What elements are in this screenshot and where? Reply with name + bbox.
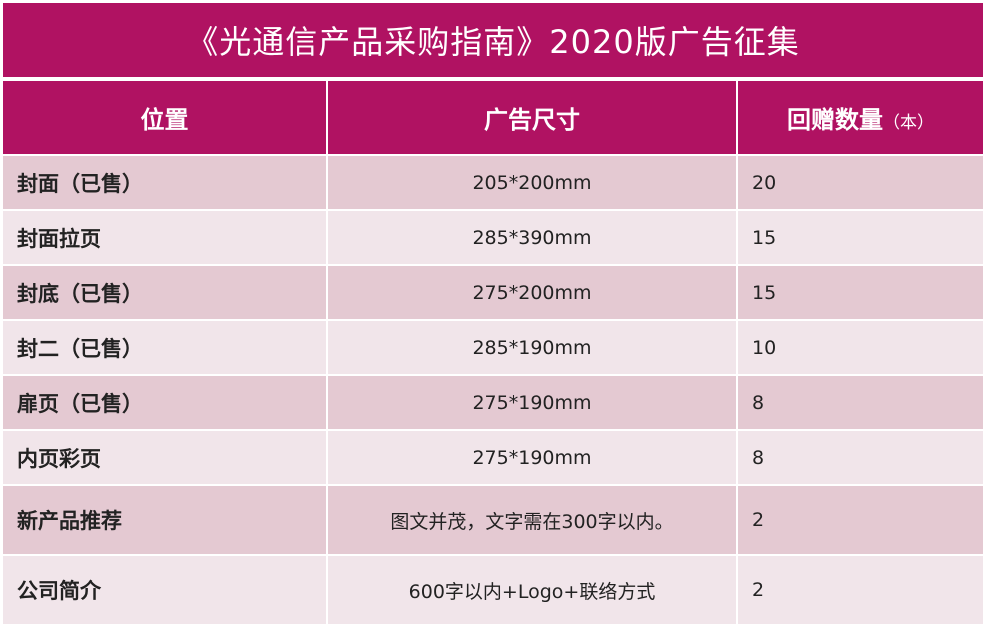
size-cell: 275*190mm [327,375,738,431]
size-cell: 275*200mm [327,265,738,321]
table-row: 扉页（已售） 275*190mm 8 [3,375,983,431]
position-cell: 封面（已售） [3,155,328,211]
table-row: 封底（已售） 275*200mm 15 [3,265,983,321]
size-cell: 图文并茂，文字需在300字以内。 [327,485,738,556]
table-row: 内页彩页 275*190mm 8 [3,430,983,486]
column-header-quantity: 回赠数量（本） [737,81,983,156]
position-cell: 扉页（已售） [3,375,328,431]
table-row: 封面拉页 285*390mm 15 [3,210,983,266]
column-header-quantity-label: 回赠数量 [787,106,883,134]
table-row: 新产品推荐 图文并茂，文字需在300字以内。 2 [3,485,983,556]
position-cell: 封底（已售） [3,265,328,321]
ad-pricing-table: 位置 广告尺寸 回赠数量（本） 封面（已售） 205*200mm 20 封面拉页… [3,81,983,626]
quantity-cell: 10 [737,320,983,376]
quantity-cell: 20 [737,155,983,211]
quantity-cell: 15 [737,265,983,321]
size-cell: 285*390mm [327,210,738,266]
size-cell: 205*200mm [327,155,738,211]
position-cell: 封二（已售） [3,320,328,376]
column-header-position-label: 位置 [140,106,189,134]
table-row: 公司简介 600字以内+Logo+联络方式 2 [3,555,983,626]
size-cell: 285*190mm [327,320,738,376]
table-row: 封面（已售） 205*200mm 20 [3,155,983,211]
column-header-size-label: 广告尺寸 [484,106,580,134]
quantity-cell: 2 [737,485,983,556]
size-cell: 600字以内+Logo+联络方式 [327,555,738,626]
position-cell: 新产品推荐 [3,485,328,556]
position-cell: 内页彩页 [3,430,328,486]
quantity-cell: 8 [737,375,983,431]
table-row: 封二（已售） 285*190mm 10 [3,320,983,376]
position-cell: 封面拉页 [3,210,328,266]
size-cell: 275*190mm [327,430,738,486]
quantity-cell: 15 [737,210,983,266]
column-header-size: 广告尺寸 [327,81,738,156]
quantity-cell: 8 [737,430,983,486]
table-header-row: 位置 广告尺寸 回赠数量（本） [3,81,983,156]
quantity-cell: 2 [737,555,983,626]
quantity-unit-label: （本） [883,113,934,133]
column-header-position: 位置 [3,81,328,156]
position-cell: 公司简介 [3,555,328,626]
page-title: 《光通信产品采购指南》2020版广告征集 [3,3,983,77]
